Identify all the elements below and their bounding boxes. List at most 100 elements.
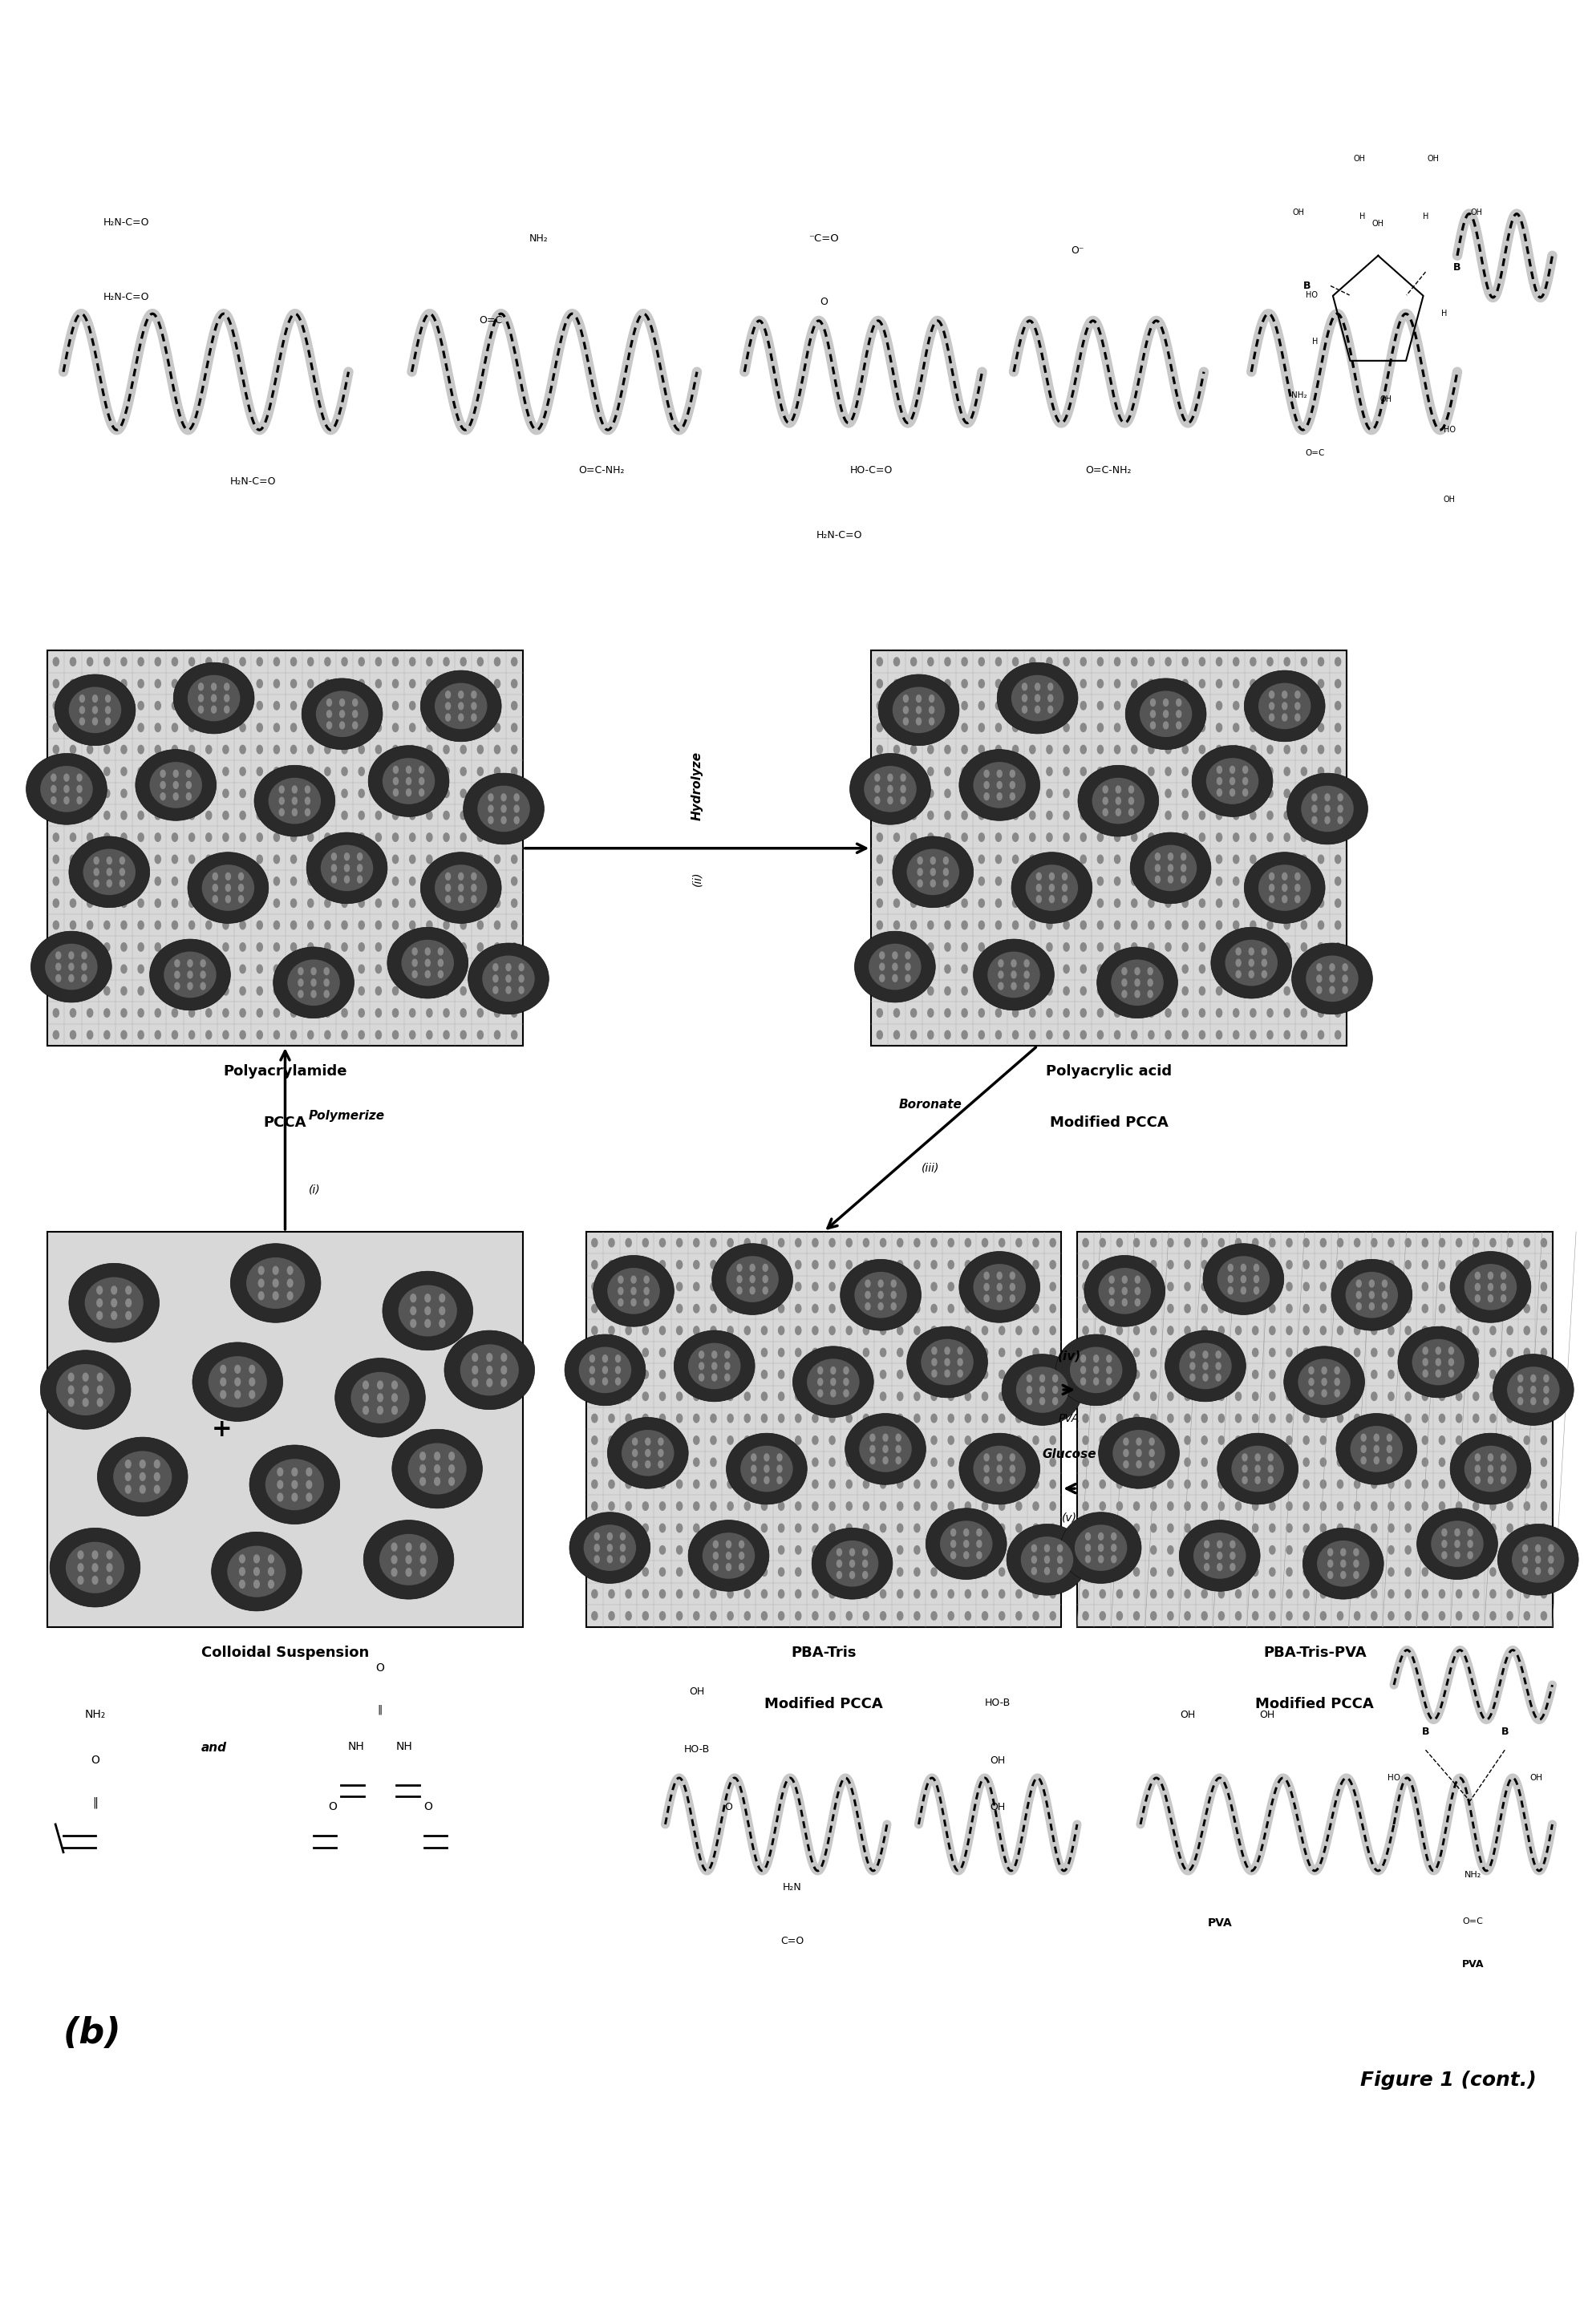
Circle shape — [846, 1392, 852, 1401]
Circle shape — [961, 723, 968, 732]
Circle shape — [963, 1541, 969, 1548]
Circle shape — [1354, 1327, 1361, 1334]
Circle shape — [201, 971, 206, 978]
Circle shape — [1098, 1534, 1104, 1541]
Circle shape — [375, 702, 382, 709]
Circle shape — [1000, 1348, 1004, 1357]
Circle shape — [291, 786, 298, 792]
Circle shape — [1047, 964, 1052, 974]
Circle shape — [982, 1239, 988, 1248]
Circle shape — [1473, 1436, 1479, 1446]
Ellipse shape — [201, 865, 255, 911]
Circle shape — [711, 1413, 716, 1422]
Circle shape — [461, 1009, 466, 1018]
Circle shape — [1541, 1327, 1546, 1334]
Text: Boronate: Boronate — [900, 1099, 961, 1111]
Circle shape — [425, 971, 431, 978]
Circle shape — [1300, 811, 1307, 820]
Circle shape — [744, 1611, 751, 1620]
Circle shape — [257, 988, 263, 995]
Circle shape — [274, 658, 279, 667]
Circle shape — [1012, 876, 1019, 885]
Circle shape — [1115, 944, 1120, 951]
Circle shape — [1033, 1480, 1039, 1487]
Circle shape — [1337, 1590, 1343, 1599]
Circle shape — [125, 1485, 131, 1494]
Circle shape — [1047, 767, 1052, 776]
Circle shape — [1372, 1590, 1376, 1599]
Circle shape — [1049, 706, 1053, 713]
Circle shape — [1083, 1392, 1088, 1401]
Circle shape — [813, 1348, 817, 1357]
Circle shape — [1491, 1569, 1495, 1576]
Circle shape — [676, 1611, 683, 1620]
Circle shape — [1148, 988, 1155, 995]
Circle shape — [444, 855, 450, 865]
Circle shape — [676, 1304, 683, 1313]
Circle shape — [187, 769, 192, 776]
Circle shape — [1440, 1436, 1445, 1446]
Circle shape — [425, 1320, 431, 1327]
Circle shape — [512, 790, 516, 797]
Ellipse shape — [960, 1250, 1039, 1322]
Circle shape — [694, 1501, 699, 1511]
Circle shape — [1202, 1525, 1207, 1532]
Circle shape — [1269, 1304, 1275, 1313]
Circle shape — [342, 811, 347, 820]
Circle shape — [879, 962, 884, 971]
Circle shape — [1449, 1369, 1454, 1378]
Circle shape — [1167, 1371, 1174, 1378]
Circle shape — [1115, 811, 1120, 820]
Circle shape — [917, 858, 922, 865]
Circle shape — [846, 1348, 852, 1357]
Circle shape — [711, 1501, 716, 1511]
Circle shape — [173, 832, 177, 841]
Circle shape — [914, 1545, 920, 1555]
Circle shape — [54, 855, 59, 865]
Text: PVA: PVA — [1462, 1959, 1484, 1968]
Circle shape — [1025, 960, 1030, 967]
Circle shape — [1234, 832, 1239, 841]
Circle shape — [1354, 1239, 1361, 1248]
Circle shape — [1300, 876, 1307, 885]
Circle shape — [486, 1378, 493, 1387]
Circle shape — [897, 1327, 903, 1334]
Circle shape — [594, 1543, 599, 1552]
Circle shape — [949, 1327, 954, 1334]
Circle shape — [944, 876, 950, 885]
Ellipse shape — [851, 753, 931, 825]
Circle shape — [1185, 1480, 1190, 1487]
Circle shape — [906, 953, 911, 960]
Circle shape — [1236, 1590, 1242, 1599]
Ellipse shape — [1178, 1343, 1232, 1390]
Circle shape — [1166, 964, 1171, 974]
Circle shape — [1300, 1009, 1307, 1018]
Circle shape — [1388, 1371, 1394, 1378]
Circle shape — [93, 858, 98, 865]
Circle shape — [105, 899, 109, 906]
Circle shape — [1063, 988, 1069, 995]
Ellipse shape — [477, 786, 531, 832]
Circle shape — [1163, 723, 1169, 730]
Circle shape — [393, 779, 398, 786]
Circle shape — [1150, 1327, 1156, 1334]
Circle shape — [763, 1276, 768, 1283]
Circle shape — [188, 811, 195, 820]
Circle shape — [279, 797, 284, 804]
Ellipse shape — [863, 767, 917, 811]
Circle shape — [778, 1464, 782, 1473]
Circle shape — [342, 899, 347, 906]
Circle shape — [1253, 1304, 1258, 1313]
Circle shape — [106, 1576, 112, 1585]
Circle shape — [1335, 1030, 1340, 1039]
Circle shape — [928, 679, 933, 688]
Circle shape — [1050, 1371, 1055, 1378]
Circle shape — [965, 1501, 971, 1511]
Circle shape — [120, 988, 127, 995]
Circle shape — [608, 1371, 615, 1378]
Circle shape — [965, 1413, 971, 1422]
Circle shape — [1321, 1283, 1326, 1290]
Circle shape — [1524, 1304, 1530, 1313]
Circle shape — [1117, 1260, 1123, 1269]
Circle shape — [1473, 1413, 1479, 1422]
